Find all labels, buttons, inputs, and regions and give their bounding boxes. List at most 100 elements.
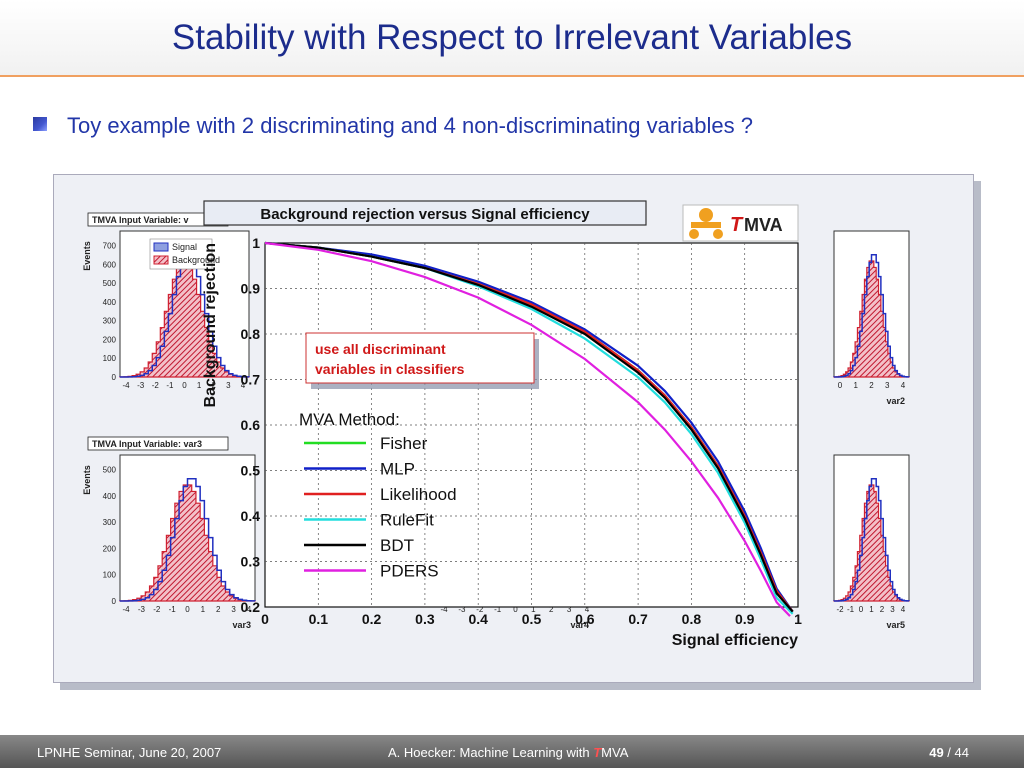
panel-xlabel: var4 bbox=[570, 620, 589, 630]
figure-svg: TMVA Input Variable: v010020030040050060… bbox=[82, 200, 910, 649]
panel-xtick-label: 0 bbox=[185, 605, 190, 614]
signal-histogram bbox=[833, 477, 910, 602]
panel-xtick-label: 2 bbox=[549, 605, 554, 614]
panel-xtick-label: -3 bbox=[458, 605, 466, 614]
figure-panel: TMVA Input Variable: v 0 100 200 300 400 500 60… bbox=[53, 174, 974, 683]
roc-xtick-label: 0.8 bbox=[682, 611, 702, 627]
panel-ytick-label: 300 bbox=[103, 518, 117, 527]
panel-title: TMVA Input Variable: var3 bbox=[92, 439, 202, 449]
roc-ytick-label: 1 bbox=[252, 235, 260, 251]
roc-ytick-label: 0.4 bbox=[241, 508, 261, 524]
legend-label-bdt: BDT bbox=[380, 536, 414, 555]
tmva-logo-rest: MVA bbox=[744, 215, 783, 235]
roc-title-box bbox=[203, 200, 647, 226]
input-variable-panel: -2 -1 0 1 2 3 4 var5 bbox=[833, 454, 910, 630]
panel-xtick-label: 4 bbox=[585, 605, 590, 614]
roc-xtick-label: 0.6 bbox=[575, 611, 595, 627]
roc-curve-bdt bbox=[264, 241, 794, 613]
panel-xtick-label: -3 bbox=[138, 605, 146, 614]
panel-ytick-label: 200 bbox=[103, 335, 117, 344]
roc-ytick-label: 0.6 bbox=[241, 417, 261, 433]
panel-ylabel: Events bbox=[82, 241, 92, 271]
legend-swatch-signal bbox=[153, 242, 169, 252]
legend-label-likelihood: Likelihood bbox=[380, 485, 457, 504]
roc-xtick-label: 0.7 bbox=[628, 611, 648, 627]
panel-xtick-label: 0 bbox=[859, 605, 864, 614]
panel-ytick-label: 400 bbox=[103, 492, 117, 501]
panel-xtick-label: 3 bbox=[567, 605, 572, 614]
roc-xtick-label: 1 bbox=[794, 611, 802, 627]
roc-ytick-label: 0.5 bbox=[241, 463, 261, 479]
panel-ytick-label: 200 bbox=[103, 544, 117, 553]
panel-xtick-label: 3 bbox=[885, 381, 890, 390]
roc-ytick-label: 0.3 bbox=[241, 554, 261, 570]
panel-xlabel: var2 bbox=[886, 396, 905, 406]
footer-page-number: 49 / 44 bbox=[929, 745, 969, 760]
bullet-text: Toy example with 2 discriminating and 4 … bbox=[67, 113, 753, 138]
footer-tmva-t: T bbox=[593, 745, 602, 760]
panel-xtick-label: -1 bbox=[169, 605, 177, 614]
panel-xtick-label: 3 bbox=[231, 605, 236, 614]
panel-xtick-label: -4 bbox=[122, 381, 130, 390]
panel-xtick-label: 4 bbox=[901, 605, 906, 614]
tmva-logo-arms-icon bbox=[691, 222, 721, 228]
panel-xtick-label: 1 bbox=[854, 381, 859, 390]
panel-xtick-label: -2 bbox=[152, 381, 160, 390]
panel-ytick-label: 500 bbox=[103, 279, 117, 288]
roc-curve-mlp bbox=[264, 241, 794, 613]
panel-xtick-label: 1 bbox=[531, 605, 536, 614]
panel-xtick-label: 1 bbox=[197, 381, 202, 390]
panel-xtick-label: 1 bbox=[869, 605, 874, 614]
panel-legend: Signal Background bbox=[149, 238, 220, 270]
roc-chart: 0 0.1 0.2 0.3 0.4 0.5 0.6 0.7 0.8 0.9 1 0.2 0.3 0.4 0.… bbox=[202, 200, 802, 649]
roc-xtick-label: 0.4 bbox=[468, 611, 488, 627]
panel-title: TMVA Input Variable: v bbox=[92, 215, 189, 225]
panel-xtick-label: 4 bbox=[247, 605, 252, 614]
panel-xtick-label: 3 bbox=[226, 381, 231, 390]
legend-swatch-background bbox=[153, 255, 169, 265]
panel-xtick-label: 0 bbox=[838, 381, 843, 390]
panel-xtick-label: 4 bbox=[901, 381, 906, 390]
panel-xtick-label: 0 bbox=[513, 605, 518, 614]
panel-xtick-label: 0 bbox=[182, 381, 187, 390]
tmva-logo-foot-right-icon bbox=[713, 229, 723, 239]
panel-xtick-label: 2 bbox=[212, 381, 217, 390]
footer-page-current: 49 bbox=[929, 745, 944, 760]
panel-ytick-label: 100 bbox=[103, 571, 117, 580]
tmva-logo-t: T bbox=[730, 214, 744, 236]
input-variable-panel: TMVA Input Variable: var3 0 100 200 300 400 50… bbox=[82, 436, 256, 630]
footer-author-prefix: A. Hoecker: Machine Learning with bbox=[388, 745, 594, 760]
slide-title: Stability with Respect to Irrelevant Var… bbox=[171, 18, 853, 57]
tmva-logo: T MVA bbox=[682, 204, 799, 242]
panel-xtick-label: -2 bbox=[476, 605, 484, 614]
roc-xtick-label: 0.5 bbox=[522, 611, 542, 627]
panel-xtick-label: 2 bbox=[216, 605, 221, 614]
signal-histogram bbox=[119, 477, 256, 602]
panel-ytick-label: 600 bbox=[103, 260, 117, 269]
footer-page-sep: / bbox=[943, 745, 955, 760]
panel-ytick-label: 700 bbox=[103, 242, 117, 251]
panel-xtick-label: -2 bbox=[836, 605, 844, 614]
panel-xtick-label: 4 bbox=[241, 381, 246, 390]
legend-label-fisher: Fisher bbox=[380, 434, 428, 453]
roc-ytick-label: 0.8 bbox=[241, 326, 261, 342]
roc-ytick-label: 0.9 bbox=[241, 281, 261, 297]
annotation-box bbox=[305, 332, 535, 384]
panel-ytick-label: 100 bbox=[103, 354, 117, 363]
legend-label-pders: PDERS bbox=[380, 562, 439, 581]
panel-xlabel: var3 bbox=[232, 620, 251, 630]
panel-xtick-label: 2 bbox=[869, 381, 874, 390]
roc-ytick-label: 0.2 bbox=[241, 599, 261, 615]
roc-title: Background rejection versus Signal effic… bbox=[260, 206, 590, 223]
panel-xtick-label: -3 bbox=[137, 381, 145, 390]
roc-curve-pders bbox=[264, 241, 791, 617]
tmva-logo-foot-left-icon bbox=[689, 229, 699, 239]
annotation-line-1: use all discriminant bbox=[315, 341, 446, 357]
roc-xtick-label: 0.3 bbox=[415, 611, 435, 627]
bullet-square-icon bbox=[33, 117, 47, 131]
legend-title: MVA Method: bbox=[299, 410, 400, 429]
input-variable-panel: 0 1 2 3 4 var2 bbox=[833, 230, 910, 406]
roc-xlabel: Signal efficiency bbox=[672, 632, 798, 649]
panel-xtick-label: -1 bbox=[847, 605, 855, 614]
panel-xlabel: var5 bbox=[886, 620, 905, 630]
